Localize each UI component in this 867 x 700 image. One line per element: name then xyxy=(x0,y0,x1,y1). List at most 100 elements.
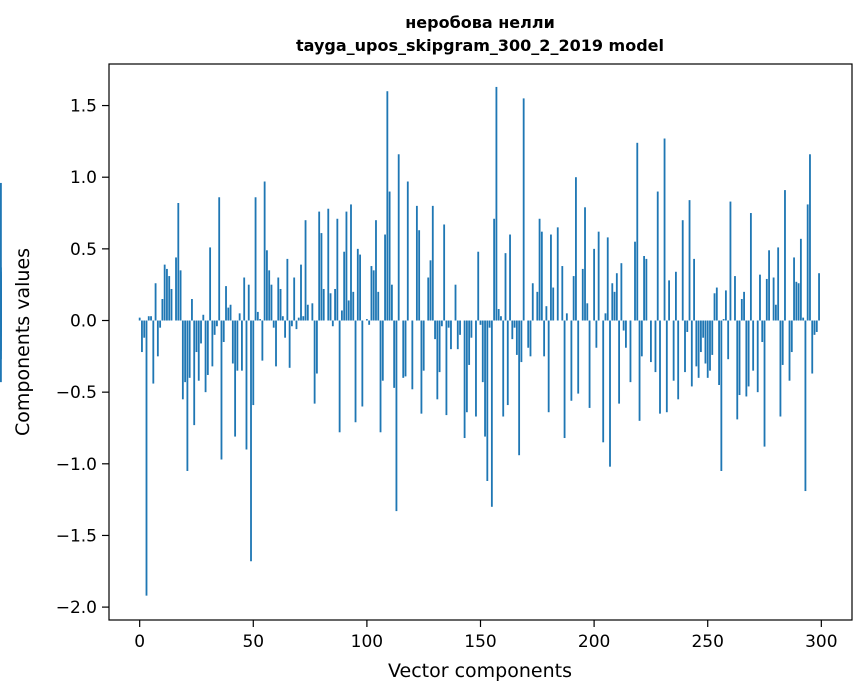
bar-38 xyxy=(225,286,227,321)
bar-264 xyxy=(738,320,741,396)
bar-150 xyxy=(479,320,482,325)
bar-49 xyxy=(250,320,252,562)
bar-252 xyxy=(711,320,714,355)
bar-134 xyxy=(443,224,446,321)
bar-103 xyxy=(372,270,375,321)
bar-287 xyxy=(790,320,793,353)
bar-32 xyxy=(211,320,214,367)
bar-178 xyxy=(543,320,546,357)
bar-165 xyxy=(513,320,516,328)
bar-70 xyxy=(297,317,300,321)
bar-191 xyxy=(572,276,575,321)
x-tick-label-250: 250 xyxy=(691,632,723,652)
bar-156 xyxy=(493,218,496,321)
bar-212 xyxy=(620,263,623,321)
bar-94 xyxy=(352,291,355,321)
bar-190 xyxy=(570,320,573,401)
bar-260 xyxy=(729,201,732,321)
bar-24 xyxy=(193,320,196,426)
bar-297 xyxy=(813,320,816,335)
bar-25 xyxy=(195,320,198,353)
y-tick-label-4: 0.0 xyxy=(70,312,97,332)
bar-4 xyxy=(147,316,150,321)
bar-35 xyxy=(218,197,221,321)
y-tick-label-7: 1.5 xyxy=(70,97,97,117)
bar-197 xyxy=(586,303,589,321)
y-axis-label: Components values xyxy=(12,248,34,436)
bar-27 xyxy=(200,320,202,344)
bar-232 xyxy=(665,320,668,413)
bar-211 xyxy=(618,320,621,404)
bar-218 xyxy=(634,241,636,321)
bar-undefined xyxy=(0,267,2,321)
bar-81 xyxy=(322,288,325,321)
bar-14 xyxy=(170,288,173,321)
bar-28 xyxy=(202,314,205,321)
bar-294 xyxy=(806,204,809,321)
bar-167 xyxy=(518,320,521,456)
bar-208 xyxy=(611,283,614,321)
bar-162 xyxy=(506,320,509,406)
bar-131 xyxy=(436,320,439,400)
bar-248 xyxy=(702,320,705,338)
bar-80 xyxy=(320,233,323,321)
bar-41 xyxy=(231,320,234,364)
bar-33 xyxy=(213,320,216,335)
bar-259 xyxy=(727,320,730,360)
bar-268 xyxy=(747,320,750,387)
bar-164 xyxy=(511,320,514,340)
bar-31 xyxy=(209,247,212,321)
bar-229 xyxy=(659,320,661,414)
bar-102 xyxy=(370,266,373,321)
bar-11 xyxy=(163,264,166,321)
bar-181 xyxy=(550,234,552,321)
chart-subtitle: tayga_upos_skipgram_300_2_2019 model xyxy=(296,36,664,55)
bar-10 xyxy=(161,299,164,321)
bar-298 xyxy=(815,320,818,332)
bar-288 xyxy=(793,257,795,321)
bar-214 xyxy=(625,320,627,348)
bar-51 xyxy=(254,197,257,321)
x-tick-label-300: 300 xyxy=(805,632,837,652)
bar-140 xyxy=(456,320,459,350)
bar-76 xyxy=(311,303,314,321)
bar-254 xyxy=(715,287,718,321)
bar-267 xyxy=(745,320,748,397)
bar-85 xyxy=(331,320,334,327)
bar-186 xyxy=(561,266,564,321)
bar-63 xyxy=(281,316,284,321)
bar-265 xyxy=(740,299,743,321)
bar-5 xyxy=(150,316,152,321)
bar-92 xyxy=(347,300,350,321)
y-tick-label-6: 1.0 xyxy=(70,168,97,188)
bar-68 xyxy=(293,277,296,321)
bar-270 xyxy=(752,320,755,371)
bar-163 xyxy=(509,234,511,321)
bar-204 xyxy=(602,320,605,443)
bar-210 xyxy=(615,273,618,321)
bar-284 xyxy=(784,190,786,321)
bar-84 xyxy=(329,293,332,321)
bar-184 xyxy=(556,227,559,321)
bar-20 xyxy=(184,320,187,383)
bar-50 xyxy=(252,320,255,406)
bar-107 xyxy=(381,320,384,381)
bar-244 xyxy=(693,258,695,321)
bar-45 xyxy=(241,320,243,371)
bar-undefined xyxy=(0,182,2,321)
bar-62 xyxy=(279,288,282,321)
bar-55 xyxy=(263,181,266,321)
bar-275 xyxy=(763,320,766,447)
bar-228 xyxy=(656,191,659,321)
bar-52 xyxy=(256,311,259,321)
bar-83 xyxy=(327,208,330,321)
bar-172 xyxy=(529,320,532,357)
bar-286 xyxy=(788,320,791,381)
bar-93 xyxy=(350,204,352,321)
bar-54 xyxy=(261,320,264,361)
bar-269 xyxy=(749,213,752,321)
bar-220 xyxy=(638,320,641,421)
bar-3 xyxy=(145,320,148,596)
bar-201 xyxy=(595,320,598,348)
